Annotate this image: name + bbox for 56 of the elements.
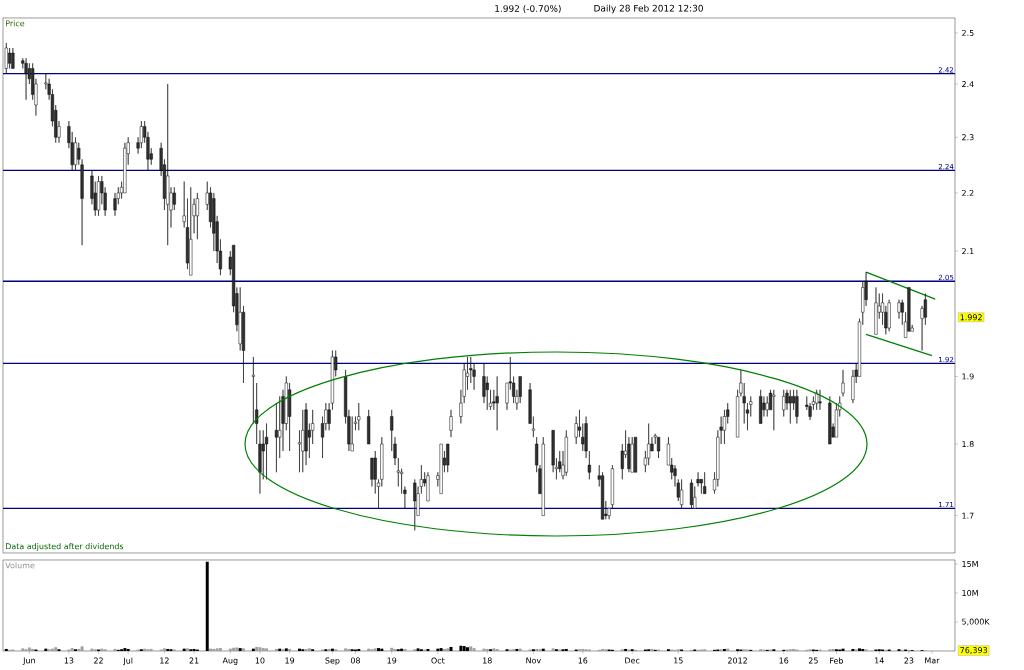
candlestick [495, 376, 499, 431]
bar [258, 647, 262, 651]
candlestick [195, 192, 199, 240]
bar [265, 648, 269, 651]
candlestick [887, 299, 891, 332]
bar [186, 648, 189, 651]
bar [261, 648, 265, 651]
candlestick [413, 479, 417, 531]
candlestick [426, 471, 430, 502]
bar [77, 648, 81, 651]
bar [469, 646, 473, 651]
bar [215, 648, 219, 651]
candlestick [759, 389, 763, 424]
bar [212, 648, 216, 651]
candlestick [11, 47, 15, 69]
candlestick [788, 389, 792, 424]
chart-title: 1.992 (-0.70%) [495, 4, 561, 13]
bar [288, 648, 292, 651]
bar [232, 647, 236, 651]
candlestick [795, 389, 799, 424]
candlestick [680, 479, 684, 509]
bar [472, 648, 476, 651]
candlestick [818, 389, 822, 411]
bar [80, 646, 84, 651]
bar [242, 648, 245, 651]
candlestick [541, 436, 545, 516]
chart-subtitle: Daily 28 Feb 2012 12:30 [594, 4, 703, 14]
candlestick [166, 83, 170, 246]
bar [344, 648, 348, 651]
bar [307, 648, 311, 651]
candlestick [367, 409, 371, 445]
candlestick [633, 436, 638, 473]
bar [218, 648, 222, 651]
candlestick [630, 436, 634, 473]
bar [495, 648, 499, 651]
candlestick [841, 369, 845, 397]
candlestick [446, 443, 450, 473]
candlestick [772, 389, 776, 431]
candlestick [874, 287, 878, 335]
candlestick [828, 396, 832, 445]
candlestick [449, 409, 453, 438]
candlestick [96, 175, 101, 217]
bar [274, 648, 278, 651]
candlestick [782, 389, 786, 417]
candlestick [439, 443, 443, 494]
candlestick [610, 464, 614, 509]
candlestick [656, 436, 661, 459]
candlestick [189, 186, 193, 276]
candlestick [24, 57, 28, 100]
candlestick [703, 471, 707, 494]
candlestick [264, 423, 269, 480]
candlestick [689, 479, 694, 509]
bar [255, 646, 259, 651]
candlestick [564, 430, 568, 476]
candlestick [357, 402, 361, 431]
bar [492, 648, 496, 651]
